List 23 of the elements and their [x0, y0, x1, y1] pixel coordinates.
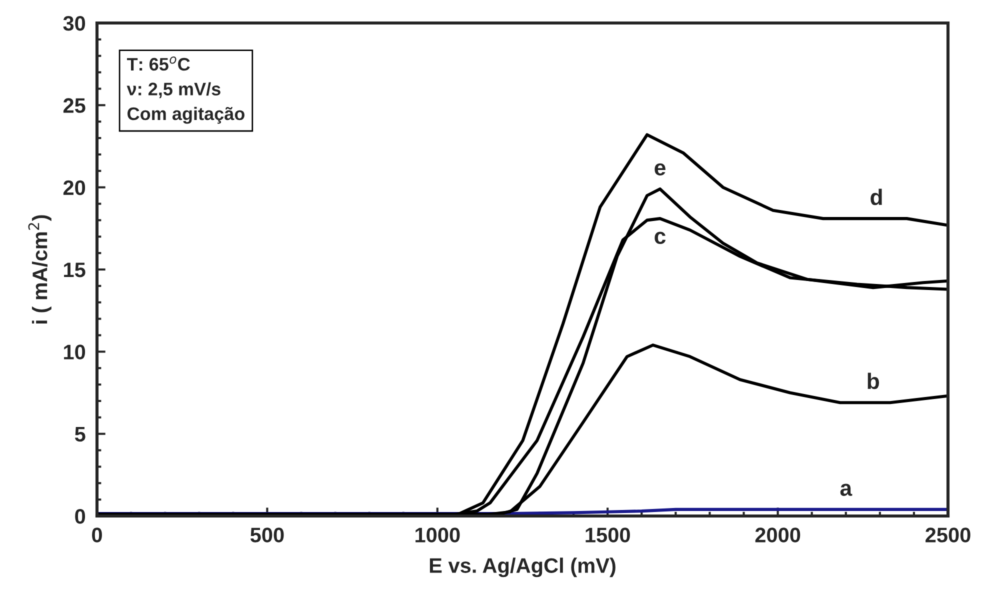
y-tick-label: 25	[63, 98, 86, 113]
y-tick-label: 5	[74, 427, 86, 442]
x-tick-label: 0	[92, 528, 102, 542]
annotation: c	[654, 232, 666, 244]
y-tick-label: 20	[63, 180, 86, 196]
y-axis-title: i ( mA/cm$^{2}$)	[28, 215, 52, 324]
y-tick-label: 10	[64, 344, 86, 360]
x-tick-label: 2500	[926, 528, 970, 542]
x-tick-label: 500	[250, 528, 284, 542]
y-tick-label: 15	[64, 262, 86, 278]
annotation: Com agitação	[128, 106, 244, 124]
x-axis-title: E vs. Ag/AgCl (mV)	[430, 558, 616, 578]
annotation: T: 65$^{o}$C	[126, 56, 190, 71]
annotation: e	[654, 163, 666, 176]
x-tick-label: 2000	[755, 528, 800, 542]
annotation: b	[868, 372, 879, 390]
y-tick-label: 30	[63, 16, 86, 31]
annotation: ν: 2,5 mV/s	[126, 82, 220, 98]
annotation: a	[840, 484, 852, 496]
annotation: d	[870, 188, 882, 206]
y-tick-label: 0	[75, 509, 86, 524]
x-tick-label: 1000	[416, 528, 460, 542]
x-tick-label: 1500	[586, 528, 630, 542]
